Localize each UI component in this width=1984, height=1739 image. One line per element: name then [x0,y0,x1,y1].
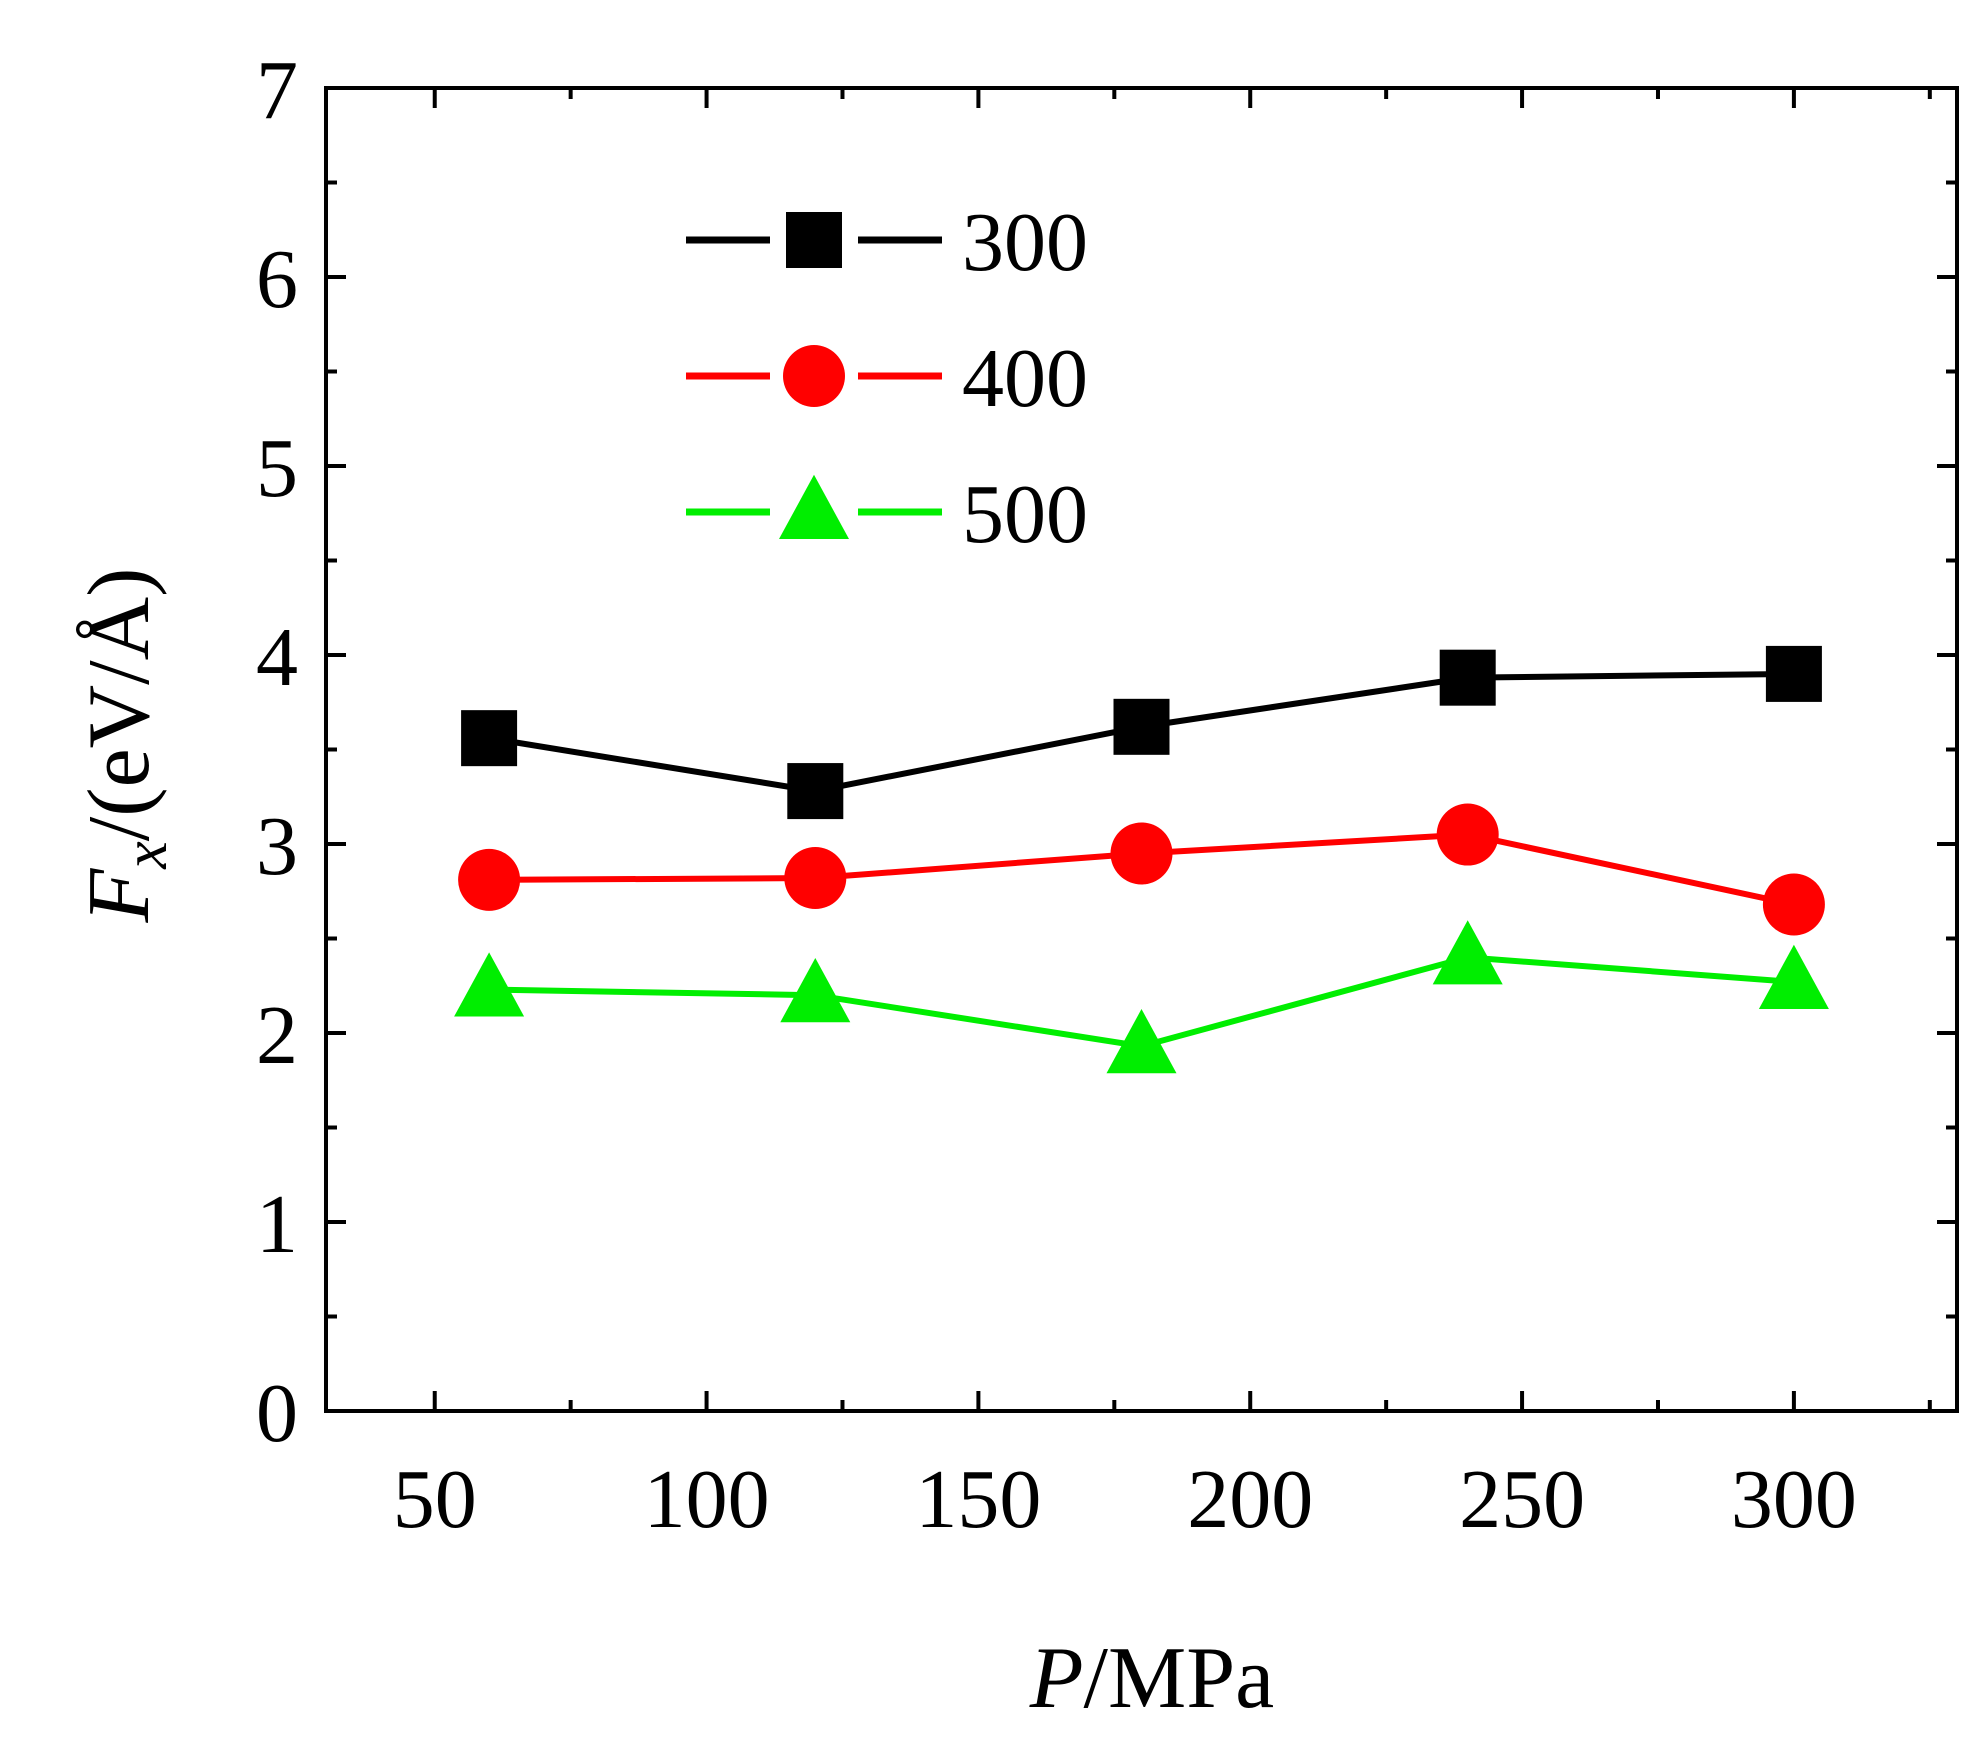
y-tick-label: 2 [256,989,298,1082]
y-tick-label: 3 [256,800,298,893]
series-400 [458,803,1825,936]
legend: 300 400 500 [686,196,1088,561]
y-tick-label: 0 [256,1367,298,1460]
x-tick-label: 50 [393,1453,477,1546]
data-point-500 [1106,1009,1177,1074]
data-point-500 [1432,920,1503,985]
data-point-400 [1110,822,1173,885]
axes: 50 100 150 200 250 300 0 1 2 3 4 5 6 7 [256,44,1959,1546]
x-tick-label: 100 [644,1453,770,1546]
legend-entry-500: 500 [686,468,1088,561]
y-axis-title: Fx/(eV/Å) [71,568,180,924]
data-point-300 [787,763,844,820]
y-tick-label: 7 [256,44,298,137]
data-point-300 [1765,645,1822,702]
y-tick-label: 4 [256,611,298,704]
data-point-300 [1439,649,1496,706]
series-500 [454,920,1829,1074]
data-point-300 [461,710,518,767]
data-point-400 [1436,803,1499,866]
x-tick-label: 150 [915,1453,1041,1546]
y-tick-label: 6 [256,233,298,326]
y-tick-label: 1 [256,1178,298,1271]
legend-entry-300: 300 [686,196,1088,289]
data-point-400 [784,847,847,910]
legend-marker [786,212,842,268]
x-tick-label: 300 [1731,1453,1857,1546]
legend-label: 400 [962,332,1088,425]
legend-label: 300 [962,196,1088,289]
data-point-500 [780,958,851,1023]
legend-label: 500 [962,468,1088,561]
data-point-400 [458,848,521,911]
legend-marker [779,474,849,539]
legend-marker [783,345,845,407]
data-point-500 [1758,944,1829,1009]
legend-entry-400: 400 [686,332,1088,425]
plot-series [454,645,1829,1074]
series-300 [461,645,1822,820]
x-tick-label: 250 [1459,1453,1585,1546]
x-tick-label: 200 [1187,1453,1313,1546]
y-tick-label: 5 [256,422,298,515]
x-axis-title: P/MPa [1029,1630,1274,1727]
data-point-300 [1113,698,1170,755]
data-point-400 [1762,873,1825,936]
data-point-500 [454,952,525,1017]
